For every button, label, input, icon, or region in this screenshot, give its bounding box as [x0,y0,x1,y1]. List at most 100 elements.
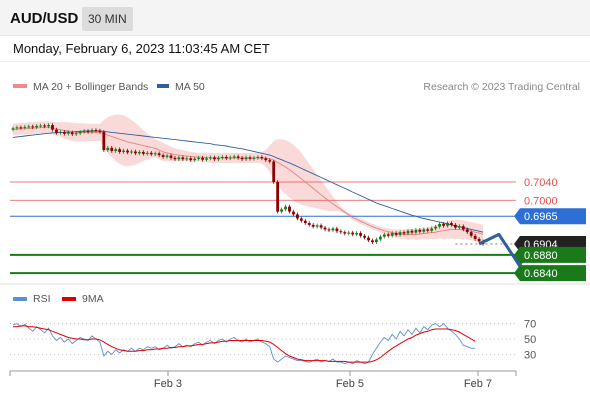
candle-body [165,155,169,157]
candle-body [284,206,287,210]
candle-body [130,151,133,153]
candle-body [47,125,50,127]
candle-body [173,157,177,160]
candle-body [94,130,98,132]
candle-body [438,223,441,227]
candle-body [465,229,469,233]
candle-body [296,214,299,219]
candle-body [363,235,366,238]
candle-body [27,126,31,128]
candle-body [31,126,35,128]
candle-body [86,130,90,132]
candle-body [51,125,54,130]
rsi-ma-line [13,325,476,363]
candle-body [70,132,74,135]
candle-body [240,157,244,160]
candle-body [181,157,185,160]
candle-body [62,131,66,134]
candle-body [98,130,102,132]
candle-body [23,126,27,128]
candle-body [327,229,331,231]
candle-body [398,232,402,235]
bollinger-band-area [13,114,484,244]
candle-body [138,151,141,154]
candle-body [276,182,280,212]
candle-body [126,150,129,153]
candle-body [382,234,386,237]
candle-body [402,232,406,234]
chart-frame [0,61,590,400]
candle-body [189,158,193,161]
level-lines [10,181,516,275]
rsi-panel: 70 50 30 [10,319,536,365]
candle-body [43,125,46,127]
timestamp: Monday, February 6, 2023 11:03:45 AM CET [13,41,270,56]
candle-body [260,156,264,159]
candle-body [347,232,351,234]
candle-body [110,147,114,152]
candle-body [371,240,374,243]
candle-body [272,161,276,183]
legend-ma20-swatch [13,84,27,88]
candle-body [161,155,165,157]
candle-body [66,132,70,134]
candle-body [106,147,110,151]
level-tag-0.6840 [514,265,586,282]
rsi-tick-label: 70 [524,319,536,331]
candle-body [59,131,62,133]
rsi-tick-label: 30 [524,349,536,361]
candle-body [426,229,430,231]
candle-body [461,226,465,230]
candle-body [434,226,438,229]
candle-body [430,228,434,231]
candle-body [343,232,347,234]
x-tick-label: Feb 7 [464,378,492,390]
candle-body [102,131,106,151]
projection-path [478,232,520,265]
level-tag-0.6880 [514,246,586,263]
header-bar: AUD/USD 30 MIN [0,0,590,36]
candle-body [292,211,295,215]
candle-body [15,127,19,129]
candle-body [446,223,449,226]
candle-body [359,233,362,236]
legend-rsi-label: RSI [33,293,51,305]
candle-body [153,153,157,155]
ma50-line [12,130,484,233]
candle-body [244,157,248,160]
candle-body [469,232,473,236]
candle-body [193,158,197,161]
candle-body [248,157,252,159]
ma20-line [12,126,484,235]
candle-body [418,229,422,232]
x-axis: Feb 3 Feb 5 Feb 7 [9,371,517,390]
candle-body [414,229,418,233]
candle-body [157,153,161,156]
candle-body [406,230,410,234]
level-tag-0.6965 [514,208,586,225]
candle-body [378,236,382,240]
candle-body [201,157,204,160]
candle-body [422,229,426,232]
candle-body [209,157,212,159]
candle-body [11,128,15,130]
candle-body [169,155,173,158]
symbol-title: AUD/USD [10,10,79,27]
candles [11,123,485,246]
candle-body [205,158,208,160]
candle-body [82,130,86,132]
candle-body [386,234,390,236]
credit-text: Research © 2023 Trading Central [423,81,580,93]
candle-body [220,156,224,158]
legend-9ma-swatch [62,297,76,301]
candle-body [331,228,335,231]
candle-body [256,156,260,158]
candle-body [264,158,268,161]
timeframe-badge[interactable]: 30 MIN [82,7,133,31]
rsi-line [12,322,476,365]
candle-body [55,129,58,133]
candle-body [228,157,232,159]
candle-body [74,133,78,135]
rsi-tick-label: 50 [524,334,536,346]
